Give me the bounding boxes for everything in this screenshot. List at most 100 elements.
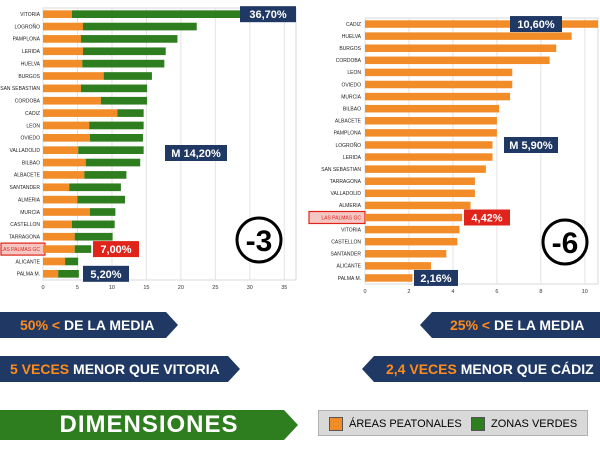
- right-bar-pedestrian: [365, 68, 513, 77]
- left-category-label: VALLADOLID: [10, 148, 41, 154]
- right-bar-pedestrian: [365, 237, 458, 246]
- banner-left-vitoria-highlight: 5 VECES: [10, 361, 70, 377]
- left-bar-pedestrian: [43, 158, 86, 167]
- left-category-label: CASTELLON: [10, 222, 40, 228]
- chart-left: 0 5 10 15 20 25 30 35 VITORIA LOGROÑO PAMPLONA LERI…: [0, 6, 297, 291]
- right-bar-pedestrian: [365, 274, 413, 282]
- right-bar-pedestrian: [365, 80, 513, 89]
- left-bar-pedestrian: [43, 35, 81, 43]
- left-highlight-value-box: [93, 241, 139, 258]
- legend-label-green: ZONAS VERDES: [491, 418, 578, 430]
- left-x-tick-label: 25: [212, 285, 218, 291]
- left-bar-green: [65, 257, 79, 266]
- right-bar-pedestrian: [365, 225, 460, 234]
- left-x-tick-label: 0: [41, 285, 44, 291]
- right-x-tick-label: 4: [451, 289, 454, 295]
- left-bar-pedestrian: [43, 195, 78, 204]
- left-category-label: BILBAO: [22, 160, 40, 166]
- right-category-label: PAMPLONA: [334, 131, 362, 137]
- left-bar-green: [103, 72, 152, 80]
- left-bar-pedestrian: [43, 10, 72, 19]
- left-bar-green: [85, 158, 141, 167]
- left-category-label: ALMERIA: [18, 197, 41, 203]
- left-bar-green: [77, 195, 126, 204]
- right-category-label: LOGROÑO: [335, 142, 361, 149]
- right-rank-label: -6: [552, 227, 579, 260]
- right-x-tick-label: 10: [582, 289, 588, 295]
- banner-right-cadiz: 2,4 VECES MENOR QUE CÁDIZ: [362, 356, 600, 382]
- banner-right-cadiz-highlight: 2,4 VECES: [386, 361, 457, 377]
- left-x-tick-label: 5: [76, 285, 79, 291]
- right-x-tick-label: 2: [407, 289, 410, 295]
- right-bar-pedestrian: [365, 153, 493, 161]
- left-bar-pedestrian: [43, 133, 90, 142]
- left-bar-green: [74, 232, 113, 241]
- left-bar-green: [82, 47, 166, 56]
- left-bar-green: [89, 133, 143, 142]
- left-rank-circle: [235, 216, 283, 264]
- legend-label-pedestrian: ÁREAS PEATONALES: [349, 418, 462, 430]
- left-mean-label-box: [165, 145, 227, 161]
- right-x-tick-label: 6: [495, 289, 498, 295]
- left-x-tick-label: 20: [178, 285, 184, 291]
- right-category-label: MURCIA: [341, 94, 361, 100]
- left-bar-green: [82, 22, 197, 31]
- right-bar-pedestrian: [365, 141, 493, 149]
- left-bar-green: [82, 59, 165, 68]
- right-rank-circle: [541, 218, 589, 266]
- right-category-label: TARRAGONA: [330, 179, 362, 185]
- left-max-label: 36,70%: [249, 9, 287, 21]
- left-max-label-box: [240, 6, 296, 23]
- left-category-label: PAMPLONA: [13, 37, 41, 43]
- left-category-label: VITORIA: [20, 12, 41, 18]
- right-mean-label-box: [504, 137, 558, 153]
- banner-right-media-highlight: 25% <: [450, 317, 491, 333]
- right-x-tick-label: 0: [363, 289, 366, 295]
- right-max-label-box: [510, 16, 562, 33]
- right-bar-pedestrian: [365, 165, 486, 173]
- left-category-label: HUELVA: [21, 61, 41, 67]
- banner-left-media-highlight: 50% <: [20, 317, 61, 333]
- left-bar-pedestrian: [43, 257, 66, 266]
- right-bar-pedestrian: [365, 44, 557, 52]
- chart-right: 0 2 4 6 8 10 CADIZ HUELVA BURGOS CORDOBA LEON OVIED…: [308, 16, 599, 295]
- left-category-label: LERIDA: [22, 49, 41, 55]
- right-category-label: CADIZ: [346, 22, 361, 28]
- right-category-label: VALLADOLID: [331, 191, 362, 197]
- right-max-label: 10,60%: [517, 19, 555, 31]
- left-category-label: OVIEDO: [21, 136, 41, 142]
- right-bar-pedestrian: [365, 92, 511, 101]
- right-category-label: CORDOBA: [336, 58, 362, 64]
- left-bar-pedestrian: [43, 171, 85, 179]
- right-category-label: PALMA M.: [338, 276, 361, 282]
- left-bar-green: [117, 109, 144, 117]
- right-x-tick-label: 8: [539, 289, 542, 295]
- left-x-tick-label: 10: [109, 285, 115, 291]
- left-category-label: CADIZ: [25, 111, 40, 117]
- left-bar-green: [80, 35, 178, 43]
- right-category-label: ALMERIA: [339, 203, 362, 209]
- left-rank-label: -3: [246, 225, 273, 258]
- left-bar-pedestrian: [43, 22, 83, 31]
- left-bar-pedestrian: [43, 232, 75, 241]
- banner-left-media-text: DE LA MEDIA: [60, 317, 155, 333]
- right-bar-pedestrian: [365, 262, 431, 270]
- banner-right-cadiz-text: MENOR QUE CÁDIZ: [456, 361, 594, 377]
- right-mean-label: M 5,90%: [509, 140, 553, 152]
- left-category-label: MURCIA: [20, 210, 40, 216]
- banner-right-media-text: DE LA MEDIA: [490, 317, 585, 333]
- left-bar-pedestrian: [43, 146, 79, 155]
- left-category-label: LEON: [26, 123, 40, 129]
- right-category-label: ALICANTE: [337, 264, 362, 270]
- left-bar-pedestrian: [43, 109, 118, 117]
- right-category-label: OVIEDO: [342, 82, 362, 88]
- left-category-label: LOGROÑO: [14, 23, 40, 30]
- right-bar-pedestrian: [365, 129, 497, 137]
- right-category-label: VITORIA: [341, 227, 362, 233]
- right-bar-pedestrian: [365, 32, 572, 40]
- left-category-label: SANTANDER: [10, 185, 41, 191]
- left-bar-green: [69, 183, 121, 192]
- left-category-label: CORDOBA: [15, 99, 41, 105]
- left-x-tick-label: 30: [247, 285, 253, 291]
- banner-left-vitoria: 5 VECES MENOR QUE VITORIA: [0, 356, 240, 382]
